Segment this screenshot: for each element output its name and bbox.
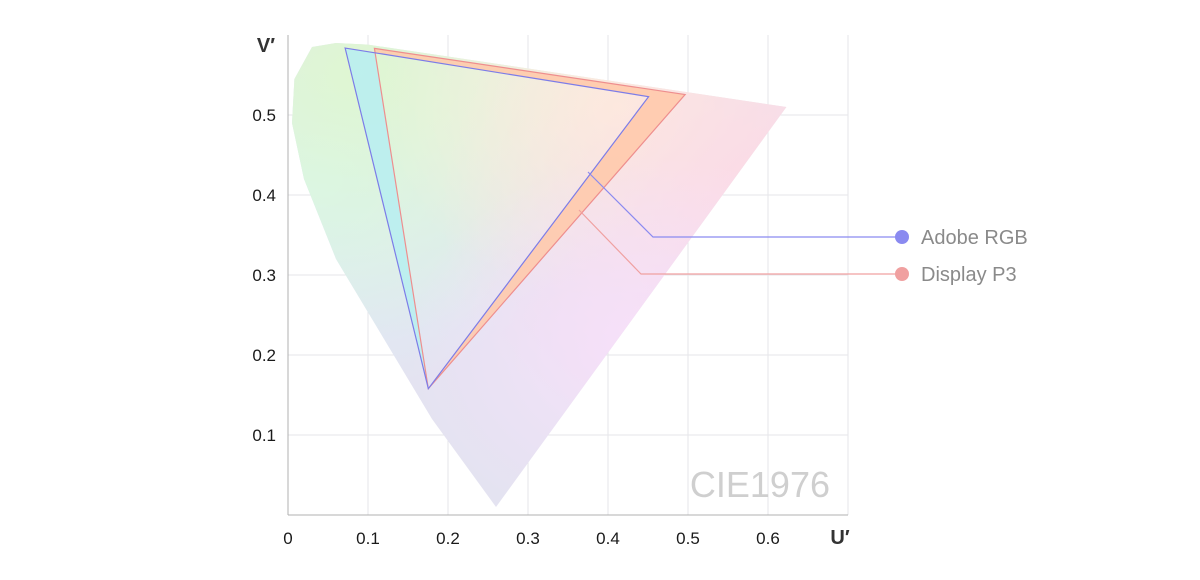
legend-label: Display P3 — [921, 264, 1017, 286]
axes: 0 0.1 0.2 0.3 0.4 0.5 0.6 0.1 0.2 0.3 0.4 0.5 — [252, 35, 848, 548]
x-tick-label: 0.2 — [436, 529, 460, 548]
adobe-rgb-triangle — [344, 47, 650, 391]
legend-marker — [895, 267, 909, 281]
legend-leader-line — [587, 171, 902, 238]
display-p3-triangle — [373, 47, 687, 391]
x-tick-label: 0 — [283, 529, 292, 548]
y-tick-label: 0.5 — [252, 106, 276, 125]
legend-leader-lines — [578, 171, 902, 275]
y-tick-label: 0.3 — [252, 266, 276, 285]
y-tick-label: 0.4 — [252, 186, 276, 205]
legend: Adobe RGB Display P3 — [895, 227, 1028, 286]
gamut-triangles — [344, 47, 687, 391]
legend-label: Adobe RGB — [921, 227, 1028, 249]
y-tick-label: 0.2 — [252, 346, 276, 365]
legend-marker — [895, 230, 909, 244]
x-axis-label: U′ — [830, 527, 849, 549]
x-tick-label: 0.5 — [676, 529, 700, 548]
x-tick-label: 0.6 — [756, 529, 780, 548]
x-tick-label: 0.3 — [516, 529, 540, 548]
legend-leader-line — [578, 209, 902, 275]
x-tick-label: 0.1 — [356, 529, 380, 548]
y-axis-label: V′ — [257, 35, 275, 57]
watermark-label: CIE1976 — [690, 464, 830, 505]
y-tick-label: 0.1 — [252, 426, 276, 445]
x-tick-label: 0.4 — [596, 529, 620, 548]
